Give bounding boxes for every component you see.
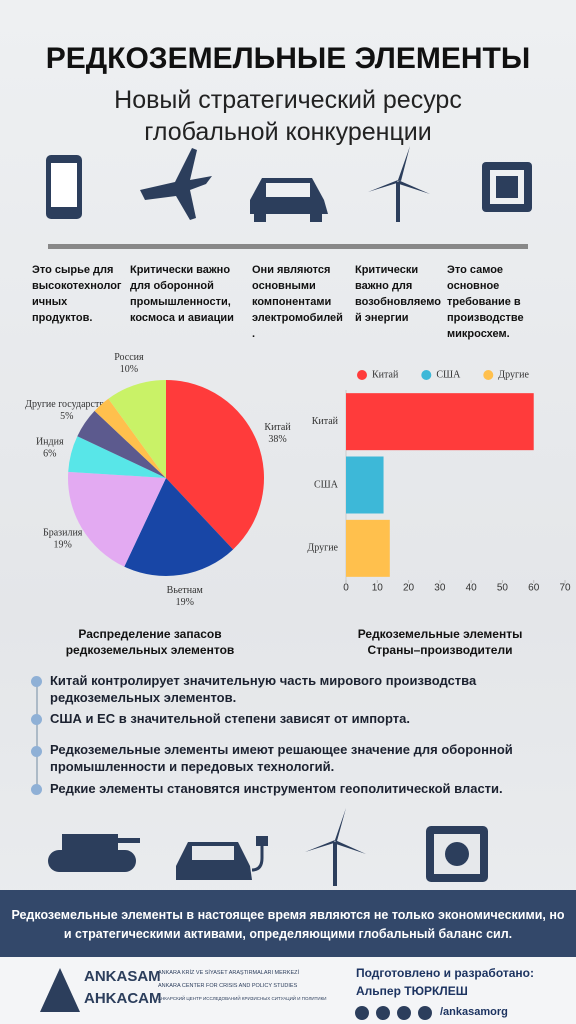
bullet-dot	[31, 676, 42, 687]
legend-label: Другие	[498, 369, 529, 380]
bullet-dot	[31, 714, 42, 725]
slice-value: 6%	[43, 448, 56, 459]
x-tick-label: 30	[434, 583, 446, 594]
icons-bottom	[48, 808, 488, 886]
bullet-dot	[31, 746, 42, 757]
org-line: АНКАРСКИЙ ЦЕНТР ИССЛЕДОВАНИЙ КРИЗИСНЫХ С…	[158, 996, 327, 1001]
x-tick-label: 60	[528, 583, 540, 594]
x-tick-label: 20	[403, 583, 415, 594]
bullet-dot	[31, 784, 42, 795]
chart-title: Редкоземельные элементы Страны–производи…	[357, 627, 523, 657]
footer	[0, 957, 576, 1024]
org-name: AHKACAM	[84, 990, 162, 1007]
y-tick-label: Китай	[312, 416, 339, 427]
use-text: Критически важно для оборонной промышлен…	[130, 264, 234, 324]
y-tick-label: Другие	[307, 543, 338, 554]
slice-value: 19%	[176, 597, 194, 608]
pie-slice	[108, 380, 166, 478]
x-tick-label: 70	[559, 583, 571, 594]
slice-value: 5%	[60, 411, 73, 422]
pie-slice	[166, 379, 264, 550]
org-name: ANKASAM	[84, 968, 161, 985]
legend-swatch	[483, 370, 494, 380]
slice-label: Другие государства	[25, 399, 109, 410]
bullet: Китай контролирует значительную часть ми…	[50, 673, 477, 705]
subtitle: глобальной конкуренции	[144, 118, 432, 146]
credit-author: Альпер ТЮРКЛЕШ	[356, 984, 468, 998]
x-tick-label: 40	[466, 583, 478, 594]
x-tick-label: 10	[372, 583, 384, 594]
slice-label: Вьетнам	[167, 585, 204, 596]
legend-swatch	[357, 370, 367, 380]
org-line: ANKARA CENTER FOR CRISIS AND POLICY STUD…	[158, 983, 298, 989]
pie-slice	[68, 436, 166, 478]
slice-label: Китай	[264, 422, 291, 433]
divider	[48, 244, 528, 249]
x-tick-label: 0	[343, 583, 349, 594]
slice-label: Бразилия	[43, 527, 83, 538]
slice-label: Россия	[114, 352, 144, 363]
legend-swatch	[421, 370, 432, 380]
social-icons	[355, 1006, 432, 1020]
slice-value: 19%	[54, 539, 72, 550]
use-text: Это самое основное требование в производ…	[447, 264, 524, 340]
x-tick-label: 50	[497, 583, 509, 594]
use-text: Критически важно для возобновляемой энер…	[355, 264, 441, 324]
bar	[346, 519, 390, 577]
pie-slice	[124, 478, 234, 576]
title: РЕДКОЗЕМЕЛЬНЫЕ ЭЛЕМЕНТЫ	[45, 42, 531, 75]
use-text: Они являются основными компонентами элек…	[252, 264, 343, 340]
y-tick-label: США	[314, 479, 339, 490]
credit-label: Подготовлено и разработано:	[356, 966, 535, 980]
banner	[0, 890, 576, 957]
org-line: ANKARA KRİZ VE SİYASET ARAŞTIRMALARI MER…	[158, 970, 299, 976]
handle: /ankasamorg	[440, 1006, 508, 1018]
chart-title: Распределение запасов редкоземельных эле…	[65, 627, 235, 657]
subtitle: Новый стратегический ресурс	[114, 86, 462, 114]
slice-value: 10%	[120, 364, 138, 375]
icons-top	[46, 146, 532, 222]
slice-value: 38%	[268, 434, 286, 445]
bullet: США и ЕС в значительной степени зависят …	[50, 711, 410, 726]
legend-label: США	[436, 369, 461, 380]
pie-slice	[77, 410, 166, 478]
bullet: Редкоземельные элементы имеют решающее з…	[50, 742, 513, 774]
slice-label: Индия	[36, 436, 64, 447]
legend-label: Китай	[372, 369, 399, 380]
bar	[346, 456, 384, 514]
bullet: Редкие элементы становятся инструментом …	[50, 781, 503, 796]
logo	[40, 968, 80, 1012]
banner-text: Редкоземельные элементы в настоящее врем…	[11, 908, 565, 941]
bar	[346, 393, 534, 451]
pie-slice	[68, 471, 166, 567]
use-text: Это сырье для высокотехнологичных продук…	[32, 264, 122, 324]
pie-slice	[94, 398, 166, 478]
